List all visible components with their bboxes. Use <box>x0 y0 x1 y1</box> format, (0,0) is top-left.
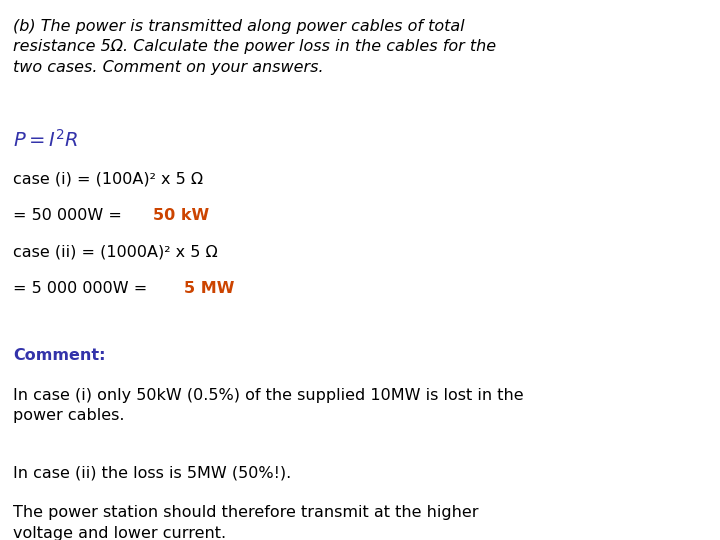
Text: (b) The power is transmitted along power cables of total
resistance 5Ω. Calculat: (b) The power is transmitted along power… <box>13 19 496 75</box>
Text: 5 MW: 5 MW <box>184 281 234 296</box>
Text: case (ii) = (1000A)² x 5 Ω: case (ii) = (1000A)² x 5 Ω <box>13 245 217 260</box>
Text: $\mathit{P}=\mathit{I}^{2}\mathit{R}$: $\mathit{P}=\mathit{I}^{2}\mathit{R}$ <box>13 129 78 151</box>
Text: = 5 000 000W =: = 5 000 000W = <box>13 281 153 296</box>
Text: In case (ii) the loss is 5MW (50%!).: In case (ii) the loss is 5MW (50%!). <box>13 465 291 480</box>
Text: 50 kW: 50 kW <box>153 208 210 223</box>
Text: In case (i) only 50kW (0.5%) of the supplied 10MW is lost in the
power cables.: In case (i) only 50kW (0.5%) of the supp… <box>13 388 523 423</box>
Text: The power station should therefore transmit at the higher
voltage and lower curr: The power station should therefore trans… <box>13 505 479 540</box>
Text: Comment:: Comment: <box>13 348 105 362</box>
Text: case (i) = (100A)² x 5 Ω: case (i) = (100A)² x 5 Ω <box>13 171 203 186</box>
Text: = 50 000W =: = 50 000W = <box>13 208 127 223</box>
